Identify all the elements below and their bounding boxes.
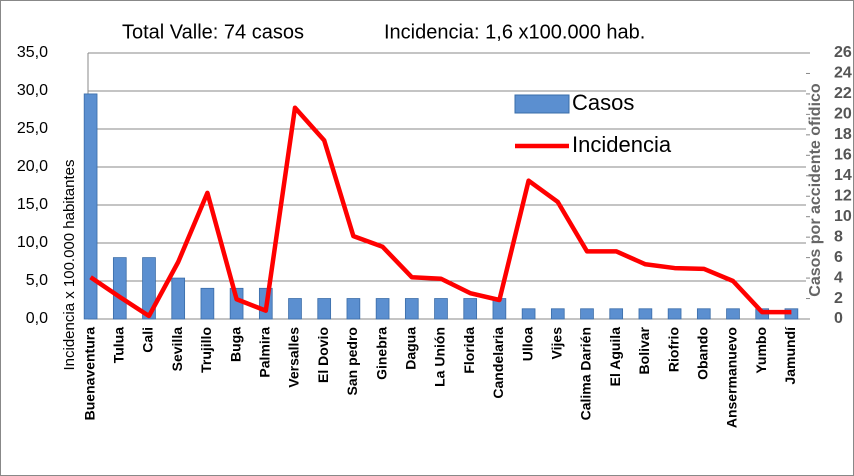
x-tick-label: San pedro xyxy=(344,327,360,395)
bar xyxy=(696,308,711,320)
x-tick-label: Yumbo xyxy=(753,327,769,374)
x-tick-label: Florida xyxy=(461,327,477,374)
y2-tick-label: 2 xyxy=(834,290,843,307)
x-tick-label: Ginebra xyxy=(373,327,389,380)
y2-tick-label: 18 xyxy=(834,126,852,143)
y2-axis-title: Casos por accidente ofidico xyxy=(807,83,824,297)
x-tick-label: Versalles xyxy=(286,327,302,388)
x-tick-label: Riofrio xyxy=(665,327,681,372)
x-tick-label: Jamundí xyxy=(782,326,798,385)
chart-subtitle: Incidencia: 1,6 x100.000 hab. xyxy=(384,21,645,43)
bar xyxy=(200,287,215,320)
x-tick-label: El Dovio xyxy=(315,327,331,383)
x-tick-label: Tulua xyxy=(111,327,127,364)
legend-label: Incidencia xyxy=(572,132,672,157)
x-tick-label: La Unión xyxy=(432,327,448,387)
y2-tick-label: 12 xyxy=(834,187,852,204)
x-tick-label: Bolivar xyxy=(636,326,652,374)
bar xyxy=(463,298,478,320)
legend-swatch xyxy=(514,94,570,114)
y-tick-label: 20,0 xyxy=(17,158,48,175)
y2-tick-label: 20 xyxy=(834,106,852,123)
x-tick-label: Buenaventura xyxy=(81,327,97,421)
x-tick-label: Cali xyxy=(140,327,156,353)
x-tick-label: Buga xyxy=(227,327,243,362)
y-tick-label: 15,0 xyxy=(17,196,48,213)
x-tick-label: Candelaria xyxy=(490,327,506,399)
chart-title: Total Valle: 74 casos xyxy=(122,21,304,43)
bar xyxy=(346,298,361,320)
x-tick-label: Trujillo xyxy=(198,327,214,373)
bar xyxy=(142,257,156,320)
y-tick-label: 0,0 xyxy=(26,310,48,327)
x-tick-label: Calima Darién xyxy=(578,327,594,420)
bar xyxy=(171,277,186,320)
bar xyxy=(83,93,98,320)
x-tick-label: Palmira xyxy=(257,327,273,378)
y-tick-label: 25,0 xyxy=(17,120,48,137)
legend-label: Casos xyxy=(572,90,634,115)
y-tick-label: 35,0 xyxy=(17,44,48,61)
x-tick-label: Ulloa xyxy=(519,327,535,361)
x-tick-label: Sevilla xyxy=(169,327,185,372)
bar xyxy=(638,308,653,320)
bar xyxy=(726,308,740,320)
y2-tick-label: 14 xyxy=(834,167,852,184)
y2-tick-label: 6 xyxy=(834,249,843,266)
bar xyxy=(404,298,419,320)
y2-tick-label: 0 xyxy=(834,310,843,327)
bar xyxy=(434,298,448,320)
y2-tick-label: 8 xyxy=(834,228,843,245)
y2-tick-label: 10 xyxy=(834,208,852,225)
bar xyxy=(521,308,536,320)
bar xyxy=(609,308,624,320)
y-tick-label: 5,0 xyxy=(26,272,48,289)
y-tick-label: 30,0 xyxy=(17,82,48,99)
bar xyxy=(112,257,127,320)
bar xyxy=(667,308,682,320)
y2-tick-label: 16 xyxy=(834,147,852,164)
line xyxy=(89,105,792,319)
bar xyxy=(580,308,594,320)
y2-tick-label: 26 xyxy=(834,44,852,61)
x-tick-label: Obando xyxy=(695,327,711,380)
x-tick-label: Dagua xyxy=(403,327,419,370)
y2-tick-label: 4 xyxy=(834,269,843,286)
y2-tick-label: 24 xyxy=(834,65,852,82)
x-tick-label: Ansermanuevo xyxy=(724,327,740,428)
y-axis-title: Incidencia x 100.000 habitantes xyxy=(61,160,78,371)
x-tick-label: Vijes xyxy=(549,327,565,360)
bar xyxy=(317,298,332,320)
y-tick-label: 10,0 xyxy=(17,234,48,251)
x-tick-label: El Aguila xyxy=(607,327,623,387)
bar xyxy=(375,298,390,320)
bar xyxy=(550,308,565,320)
bar xyxy=(288,298,302,320)
y2-tick-label: 22 xyxy=(834,85,852,102)
